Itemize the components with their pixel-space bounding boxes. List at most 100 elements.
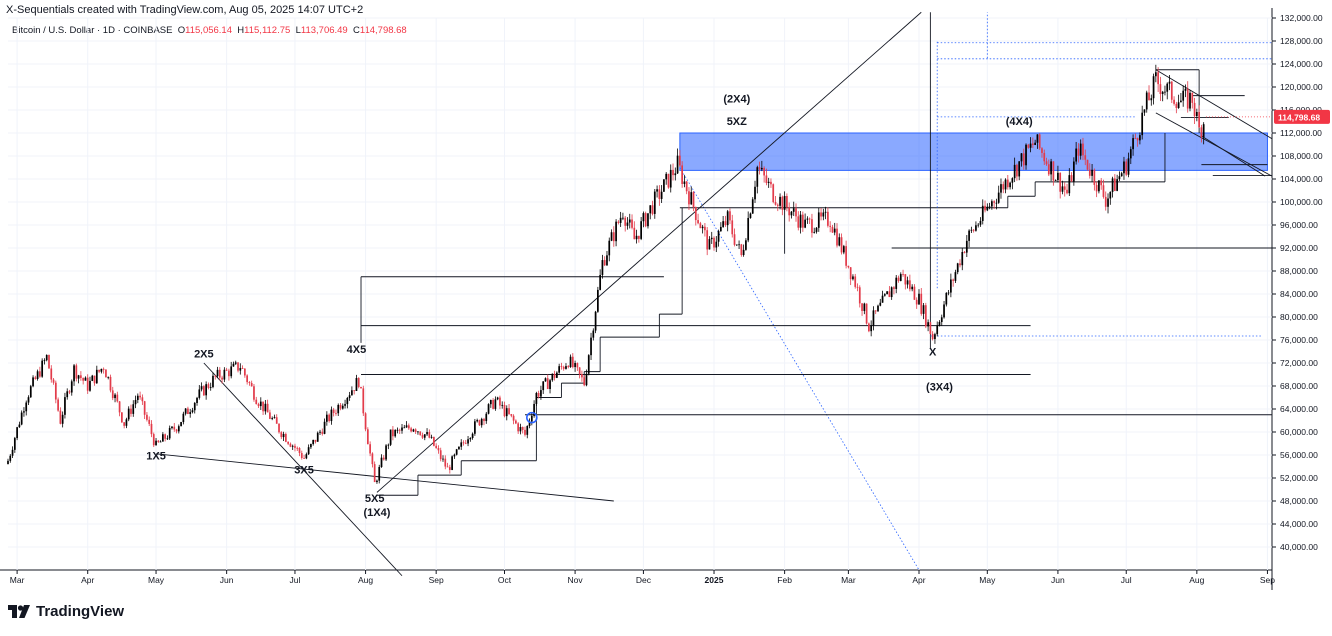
candle-body — [1059, 172, 1062, 192]
candle-body — [280, 432, 283, 438]
candle-body — [549, 380, 551, 390]
candle-body — [1020, 153, 1023, 162]
candle-body — [1177, 102, 1180, 108]
candle-body — [1072, 161, 1075, 182]
candle-body — [18, 424, 21, 428]
candle-body — [405, 425, 408, 428]
candle-body — [107, 376, 110, 378]
candle-body — [362, 388, 365, 414]
candle-body — [710, 237, 713, 240]
candle-body — [615, 221, 617, 242]
candle-body — [519, 427, 522, 432]
candle-body — [704, 226, 706, 231]
candle-body — [562, 366, 565, 369]
candle-body — [323, 421, 326, 434]
candle-body — [328, 414, 330, 422]
candle-body — [294, 445, 296, 448]
candle-body — [48, 355, 50, 369]
symbol-legend: Bitcoin / U.S. Dollar · 1D · COINBASE O1… — [12, 25, 407, 36]
x-tick-label: Oct — [498, 575, 512, 585]
candle-body — [230, 366, 233, 377]
candle-body — [130, 408, 132, 414]
candle-body — [856, 286, 859, 288]
candle-body — [767, 181, 770, 183]
x-tick-label: Sep — [1260, 575, 1275, 585]
candle-body — [1170, 81, 1173, 100]
annotation-label: (2X4) — [723, 94, 750, 106]
candle-body — [98, 369, 100, 372]
candle-body — [642, 213, 645, 222]
candle-body — [52, 379, 55, 383]
candle-body — [863, 303, 866, 311]
candle-body — [426, 432, 428, 435]
candle-body — [972, 229, 975, 231]
low-value: 113,706.49 — [300, 25, 348, 36]
candle-body — [706, 230, 709, 250]
candle-body — [1136, 138, 1139, 141]
candle-body — [854, 276, 857, 287]
candle-body — [1141, 112, 1144, 136]
candle-body — [157, 440, 160, 443]
candle-body — [883, 294, 886, 296]
candle-body — [464, 442, 467, 444]
candle-body — [348, 395, 351, 398]
candle-body — [1068, 175, 1071, 194]
candle-body — [902, 274, 904, 275]
candle-body — [1120, 173, 1123, 177]
y-tick-label: 128,000.00 — [1280, 36, 1323, 46]
marker-circle — [526, 411, 538, 424]
candle-body — [799, 214, 802, 228]
candle-body — [644, 213, 647, 227]
candle-body — [1184, 88, 1187, 91]
candle-body — [298, 448, 301, 454]
candle-body — [114, 394, 116, 399]
candle-body — [731, 220, 734, 235]
candle-body — [282, 433, 285, 438]
candle-body — [175, 429, 178, 432]
y-tick-label: 92,000.00 — [1280, 243, 1318, 253]
candle-body — [262, 401, 264, 412]
candle-body — [455, 449, 458, 455]
candle-body — [977, 224, 980, 226]
y-tick-label: 72,000.00 — [1280, 358, 1318, 368]
price-chart[interactable]: 1X52X53X54X55X5(1X4)(2X4)5XZ(3X4)X(4X4) … — [0, 0, 1332, 600]
candle-body — [1104, 196, 1107, 207]
candle-body — [592, 330, 595, 338]
candle-body — [212, 375, 214, 388]
candle-body — [1168, 81, 1171, 84]
candle-body — [979, 220, 982, 225]
candle-body — [672, 169, 674, 176]
candle-body — [524, 429, 526, 435]
candle-body — [82, 377, 85, 381]
candle-body — [845, 246, 847, 266]
candle-body — [228, 370, 230, 377]
candle-body — [25, 402, 28, 412]
candle-body — [756, 167, 759, 187]
candle-body — [1000, 184, 1002, 193]
candle-body — [1166, 83, 1169, 92]
x-tick-label: Mar — [10, 575, 25, 585]
candle-body — [608, 240, 611, 256]
candle-body — [291, 445, 294, 447]
candle-body — [745, 240, 747, 250]
candle-body — [187, 408, 189, 414]
candle-body — [521, 427, 524, 430]
candle-body — [729, 211, 731, 221]
candle-body — [7, 460, 9, 465]
candle-body — [355, 378, 358, 392]
candle-body — [542, 381, 545, 391]
candle-body — [182, 413, 185, 423]
candle-body — [585, 373, 588, 386]
candle-body — [783, 196, 786, 210]
candle-body — [239, 368, 242, 371]
y-tick-label: 104,000.00 — [1280, 174, 1323, 184]
candle-body — [868, 323, 870, 332]
candle-body — [847, 265, 850, 268]
y-tick-label: 120,000.00 — [1280, 82, 1323, 92]
candle-body — [335, 412, 337, 414]
candle-body — [380, 457, 383, 468]
candle-body — [127, 408, 130, 420]
candle-body — [685, 181, 688, 192]
candle-body — [36, 371, 39, 379]
candle-body — [314, 439, 317, 442]
